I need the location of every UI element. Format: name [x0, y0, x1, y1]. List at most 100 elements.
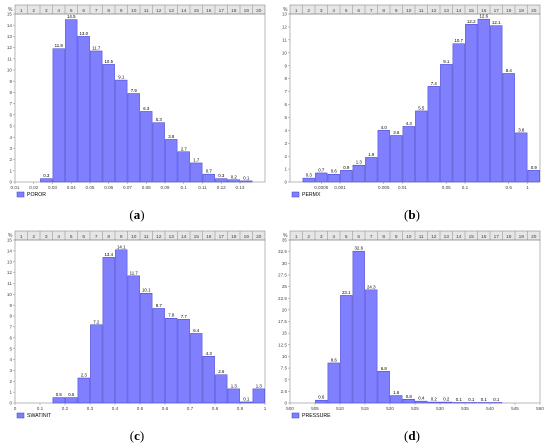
bin-number-label: 4: [332, 234, 335, 240]
bar-value-label: 9.1: [443, 59, 450, 64]
histogram-bar: [252, 388, 265, 404]
histogram-bar: [427, 401, 440, 404]
histogram-bar: [52, 397, 65, 404]
bin-number-label: 6: [82, 234, 85, 240]
x-tick-label: 0.12: [217, 185, 226, 190]
bin-number-label: 19: [519, 234, 525, 240]
bin-number-label: 17: [219, 234, 225, 240]
x-tick-label: 0.7: [187, 406, 194, 411]
bar-value-label: 0.3: [218, 173, 225, 178]
bin-number-label: 3: [320, 8, 323, 14]
bin-number-label: 5: [345, 8, 348, 14]
bin-number-label: 2: [307, 8, 310, 14]
bar-value-label: 0.8: [406, 394, 413, 399]
histogram-bar: [190, 162, 203, 183]
bar-value-label: 0.6: [318, 395, 325, 400]
y-tick-label: 25: [282, 284, 288, 289]
histogram-bar: [477, 18, 490, 183]
y-tick-label: 9: [284, 63, 287, 68]
x-tick-label: 520: [386, 406, 394, 411]
bar-value-label: 3.8: [518, 127, 525, 132]
histogram-bar: [152, 122, 165, 183]
bin-number-label: 14: [181, 234, 187, 240]
y-tick-label: 15: [7, 238, 13, 243]
histogram-bar: [315, 172, 328, 183]
bar-value-label: 0.1: [493, 397, 500, 402]
x-tick-label: 0.07: [123, 185, 132, 190]
legend-swatch: [16, 412, 25, 419]
bin-number-label: 9: [395, 8, 398, 14]
bar-value-label: 0.7: [318, 167, 325, 172]
bin-number-label: 7: [95, 8, 98, 14]
bin-number-label: 18: [506, 234, 512, 240]
y-tick-label: 12: [7, 270, 13, 275]
bin-number-label: 1: [20, 234, 23, 240]
bin-number-label: 14: [456, 8, 462, 14]
y-tick-label: 9: [9, 79, 12, 84]
y-tick-label: 2: [284, 154, 287, 159]
bin-number-label: 3: [320, 234, 323, 240]
x-tick-label: 0.8: [212, 406, 219, 411]
x-tick-label: 0.6: [162, 406, 169, 411]
bin-number-label: 14: [456, 234, 462, 240]
y-tick-label: 1: [9, 390, 12, 395]
bin-number-label: 13: [444, 8, 450, 14]
bar-value-label: 2.3: [81, 373, 88, 378]
bin-number-label: 15: [469, 234, 475, 240]
legend-label: SWATINIT: [27, 413, 52, 419]
bin-number-label: 8: [107, 8, 110, 14]
x-tick-label: 0.1: [37, 406, 44, 411]
bar-value-label: 7.2: [93, 319, 100, 324]
bin-number-label: 8: [382, 8, 385, 14]
bar-value-label: 10.1: [142, 288, 151, 293]
bin-number-label: 12: [431, 8, 437, 14]
histogram-bar: [165, 139, 178, 183]
y-tick-label: 1: [284, 167, 287, 172]
bin-number-label: 5: [70, 234, 73, 240]
y-tick-label: 5: [9, 346, 12, 351]
histogram-bar: [515, 132, 528, 183]
bar-value-label: 4.3: [206, 351, 213, 356]
bin-number-label: 20: [531, 8, 537, 14]
y-tick-label: 8: [9, 90, 12, 95]
bin-number-label: 14: [181, 8, 187, 14]
y-tick-label: 4: [9, 357, 12, 362]
y-tick-label: 27.5: [278, 273, 287, 278]
bin-number-label: 9: [395, 234, 398, 240]
x-tick-label: 545: [511, 406, 519, 411]
bin-number-label: 18: [231, 8, 237, 14]
x-tick-label: 0.06: [104, 185, 113, 190]
bin-number-label: 9: [120, 8, 123, 14]
histogram-bar: [402, 126, 415, 183]
y-tick-label: 10: [282, 50, 288, 55]
y-tick-label: 7: [9, 325, 12, 330]
x-tick-label: 530: [436, 406, 444, 411]
x-tick-label: 0.5: [506, 185, 513, 190]
y-unit-label: %: [8, 7, 13, 13]
y-tick-label: 2: [9, 379, 12, 384]
bar-value-label: 7.9: [131, 88, 138, 93]
bin-number-label: 19: [244, 8, 250, 14]
bin-number-label: 1: [295, 234, 298, 240]
bin-number-label: 7: [370, 234, 373, 240]
bin-number-label: 20: [531, 234, 537, 240]
x-tick-label: 0.1: [181, 185, 188, 190]
y-tick-label: 11: [7, 56, 12, 61]
bar-value-label: 0.1: [243, 175, 250, 180]
x-tick-label: 0.01: [398, 185, 407, 190]
histogram-bar: [427, 86, 440, 183]
y-tick-label: 11: [282, 37, 287, 42]
histogram-bar: [240, 180, 253, 183]
bar-value-label: 1.9: [368, 152, 375, 157]
caption-b: (b): [404, 207, 420, 222]
histogram-bar: [440, 401, 453, 404]
bar-value-label: 3.6: [393, 130, 400, 135]
bar-value-label: 5.5: [418, 105, 425, 110]
bin-number-label: 11: [144, 234, 149, 240]
bin-number-label: 15: [469, 8, 475, 14]
bin-number-label: 17: [494, 8, 500, 14]
y-tick-label: 6: [9, 335, 12, 340]
bar-value-label: 4.3: [406, 121, 413, 126]
bin-number-label: 12: [156, 8, 162, 14]
histogram-bar: [490, 25, 503, 183]
